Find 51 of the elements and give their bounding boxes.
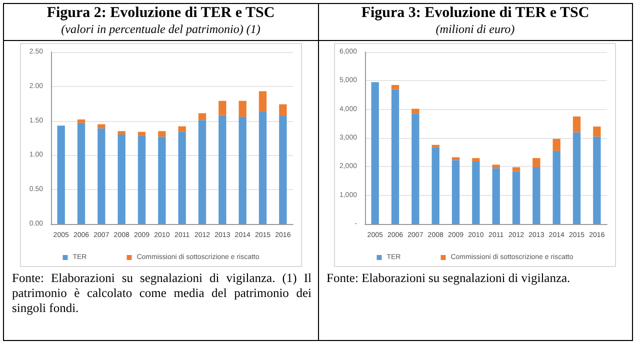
bar (158, 136, 166, 224)
bar (258, 91, 266, 112)
bar (178, 132, 186, 224)
bar (218, 115, 226, 224)
bar (593, 136, 601, 224)
bar (553, 138, 561, 151)
bar (392, 89, 400, 224)
bar (452, 157, 460, 160)
bar (512, 167, 520, 172)
bar (138, 132, 146, 136)
bar (452, 160, 460, 224)
bar (532, 166, 540, 224)
bar (432, 147, 440, 224)
bar (57, 126, 65, 224)
bar (238, 116, 246, 224)
bar (492, 168, 500, 224)
chart-subtitle: (milioni di euro) (434, 22, 516, 37)
bar (532, 158, 540, 167)
bar (198, 113, 206, 120)
bar (472, 158, 480, 162)
bar (593, 126, 601, 137)
bar (77, 119, 85, 123)
bar (138, 136, 146, 224)
chart-title: Figura 3: Evoluzione di TER e TSC (360, 5, 590, 22)
bar (573, 132, 581, 224)
bar (158, 131, 166, 137)
bar (472, 162, 480, 224)
bar (573, 116, 581, 132)
bar (278, 104, 286, 116)
bar (412, 108, 420, 114)
bar (553, 150, 561, 224)
bar (238, 100, 246, 117)
bar (198, 120, 206, 224)
source-note: Fonte: Elaborazioni su segnalazioni di vigilanza. (326, 270, 572, 286)
chart-title: Figura 2: Evoluzione di TER e TSC (46, 5, 276, 22)
chart-subtitle: (valori in percentuale del patrimonio) (1) (60, 22, 262, 37)
bar (258, 111, 266, 224)
bar (392, 84, 400, 90)
bar (278, 116, 286, 224)
bar (492, 164, 500, 168)
bar (97, 124, 105, 128)
source-note: Fonte: Elaborazioni su segnalazioni di vigilanza. (1) Il patrimonio è calcolato come media del patrimonio dei singoli fondi. (11, 270, 312, 316)
bar (97, 128, 105, 224)
bar (77, 122, 85, 224)
bar (512, 171, 520, 224)
bar (118, 134, 126, 224)
bar (372, 82, 380, 224)
bar (178, 126, 186, 132)
bar (218, 100, 226, 116)
bar (412, 114, 420, 224)
bar (118, 131, 126, 135)
